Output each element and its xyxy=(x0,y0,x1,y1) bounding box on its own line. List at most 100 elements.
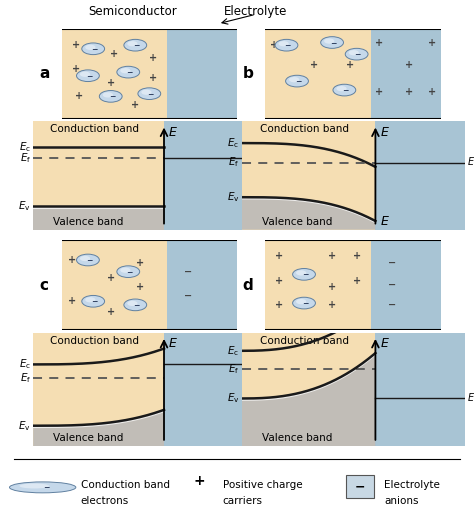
Text: Valence band: Valence band xyxy=(262,217,333,227)
Circle shape xyxy=(117,67,140,78)
Circle shape xyxy=(286,76,309,87)
Bar xyxy=(167,29,237,119)
Text: +: + xyxy=(137,258,145,268)
Circle shape xyxy=(19,484,49,488)
Text: +: + xyxy=(270,40,278,50)
Text: +: + xyxy=(428,87,436,97)
Circle shape xyxy=(124,299,146,310)
Text: +: + xyxy=(405,87,413,97)
Circle shape xyxy=(117,266,140,278)
Circle shape xyxy=(279,41,289,46)
Text: −: − xyxy=(126,68,133,77)
Bar xyxy=(242,121,375,230)
Text: +: + xyxy=(75,91,83,101)
Text: $E_\mathsf{c}$: $E_\mathsf{c}$ xyxy=(228,344,239,357)
Text: −: − xyxy=(330,39,337,48)
Bar xyxy=(371,29,441,119)
Circle shape xyxy=(128,41,137,46)
Text: −: − xyxy=(109,92,115,101)
Circle shape xyxy=(141,90,152,95)
Bar xyxy=(265,240,371,330)
Text: $E_\mathsf{redox}$: $E_\mathsf{redox}$ xyxy=(254,357,281,371)
Circle shape xyxy=(337,86,346,91)
Text: −: − xyxy=(43,484,49,493)
Text: $E_\mathsf{f}$: $E_\mathsf{f}$ xyxy=(228,362,239,376)
Text: −: − xyxy=(388,300,396,310)
Text: Conduction band: Conduction band xyxy=(260,124,348,134)
Text: a: a xyxy=(39,67,49,81)
Circle shape xyxy=(124,40,146,51)
Text: −: − xyxy=(342,86,349,95)
Text: −: − xyxy=(355,480,365,493)
Bar xyxy=(242,333,375,446)
Text: +: + xyxy=(375,37,383,48)
Circle shape xyxy=(9,482,76,493)
Text: $E$: $E$ xyxy=(380,126,390,139)
Text: Electrolyte: Electrolyte xyxy=(384,480,440,490)
Text: Conduction band: Conduction band xyxy=(50,336,139,346)
Text: −: − xyxy=(86,256,92,265)
Text: −: − xyxy=(355,50,361,59)
Text: $E$: $E$ xyxy=(380,214,390,228)
Text: +: + xyxy=(149,73,157,83)
Text: Positive charge: Positive charge xyxy=(223,480,302,490)
Circle shape xyxy=(324,39,334,44)
Text: anions: anions xyxy=(384,496,419,506)
Circle shape xyxy=(296,270,306,276)
Text: Conduction band: Conduction band xyxy=(81,480,170,490)
Circle shape xyxy=(85,45,95,50)
Text: −: − xyxy=(86,72,92,81)
Bar xyxy=(167,240,237,330)
Circle shape xyxy=(128,301,137,306)
Text: +: + xyxy=(275,300,283,310)
Polygon shape xyxy=(242,353,375,446)
Text: +: + xyxy=(137,282,145,292)
Bar xyxy=(33,121,164,230)
Text: +: + xyxy=(310,60,319,70)
Text: b: b xyxy=(243,67,253,81)
Bar xyxy=(265,29,371,119)
Polygon shape xyxy=(242,197,375,230)
Text: +: + xyxy=(428,37,436,48)
Circle shape xyxy=(292,269,315,280)
Text: Semiconductor: Semiconductor xyxy=(88,5,177,18)
Circle shape xyxy=(333,84,356,96)
Circle shape xyxy=(82,43,105,54)
Text: +: + xyxy=(107,273,115,283)
Circle shape xyxy=(103,92,113,98)
Circle shape xyxy=(76,254,100,266)
Bar xyxy=(33,333,164,446)
Text: +: + xyxy=(405,60,413,70)
Text: Conduction band: Conduction band xyxy=(50,124,139,134)
Text: +: + xyxy=(193,474,205,488)
Text: c: c xyxy=(40,278,48,293)
Circle shape xyxy=(80,72,90,77)
Bar xyxy=(62,29,167,119)
Circle shape xyxy=(275,40,298,51)
Text: −: − xyxy=(302,299,309,308)
Text: $E_\mathsf{f}$: $E_\mathsf{f}$ xyxy=(20,371,31,385)
Text: −: − xyxy=(91,297,98,306)
Text: carriers: carriers xyxy=(223,496,263,506)
Text: +: + xyxy=(353,251,361,261)
Text: Valence band: Valence band xyxy=(262,433,333,443)
Bar xyxy=(164,333,251,446)
Text: +: + xyxy=(275,251,283,261)
Text: +: + xyxy=(72,64,80,74)
Circle shape xyxy=(138,88,161,99)
Text: +: + xyxy=(68,255,76,265)
Circle shape xyxy=(292,297,315,309)
Bar xyxy=(346,475,374,498)
Text: +: + xyxy=(346,60,354,70)
Text: +: + xyxy=(107,307,115,317)
Circle shape xyxy=(80,256,90,261)
Text: $E_\mathsf{v}$: $E_\mathsf{v}$ xyxy=(18,199,31,213)
Text: +: + xyxy=(328,251,336,261)
Text: +: + xyxy=(68,296,76,306)
Text: $E_\mathsf{f}$: $E_\mathsf{f}$ xyxy=(228,156,239,169)
Text: $E_\mathsf{v}$: $E_\mathsf{v}$ xyxy=(227,392,239,406)
Circle shape xyxy=(349,50,359,55)
Text: $E$: $E$ xyxy=(168,337,178,350)
Text: −: − xyxy=(295,77,301,86)
Text: $E$: $E$ xyxy=(380,337,390,350)
